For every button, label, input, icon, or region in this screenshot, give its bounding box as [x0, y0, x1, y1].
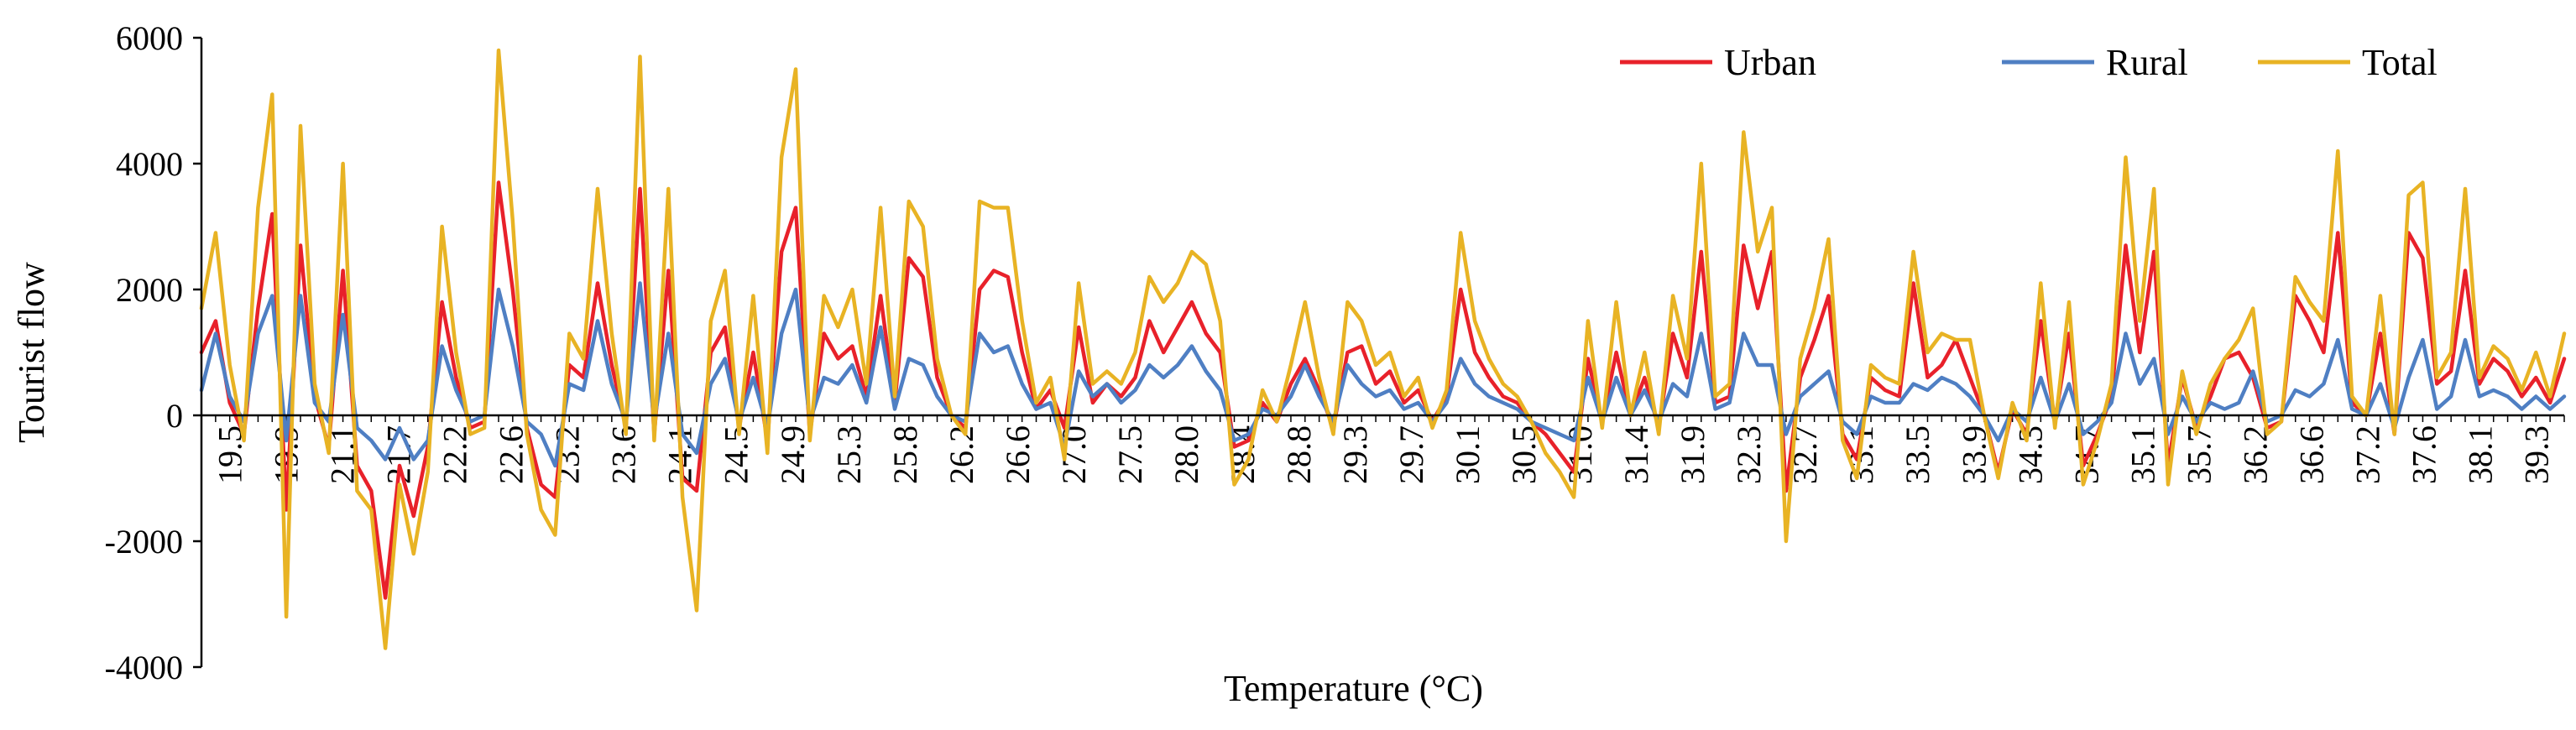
x-axis-ticks: 19.5 19.9 21.1 21.7 22.2 22.6 23.2 23.6 24.1 24.5…: [201, 415, 2565, 484]
legend: Urban Rural Total: [1620, 42, 2438, 83]
x-tick-label: 32.3: [1730, 425, 1768, 484]
y-tick-label: -4000: [105, 649, 183, 686]
x-tick-label: 26.2: [943, 425, 980, 484]
x-tick-label: 28.8: [1280, 425, 1318, 484]
legend-label-rural: Rural: [2106, 42, 2188, 83]
x-tick-label: 25.8: [886, 425, 924, 484]
y-tick-label: 2000: [116, 271, 183, 309]
x-tick-label: 30.1: [1449, 425, 1487, 484]
x-tick-label: 26.6: [999, 425, 1037, 484]
x-tick-label: 23.2: [549, 425, 587, 484]
x-tick-label: 33.9: [1955, 425, 1993, 484]
y-tick-label: -2000: [105, 523, 183, 561]
x-tick-label: 25.3: [830, 425, 868, 484]
x-tick-label: 38.1: [2461, 425, 2499, 484]
legend-label-total: Total: [2362, 42, 2438, 83]
y-tick-label: 6000: [116, 19, 183, 57]
x-tick-label: 29.3: [1336, 425, 1374, 484]
legend-label-urban: Urban: [1724, 42, 1816, 83]
x-axis-title: Temperature (°C): [1224, 668, 1483, 709]
x-tick-label: 35.1: [2124, 425, 2161, 484]
x-tick-label: 31.9: [1674, 425, 1711, 484]
x-tick-label: 29.7: [1393, 425, 1430, 484]
x-tick-label: 37.6: [2405, 425, 2443, 484]
x-tick-label: 23.6: [605, 425, 643, 484]
y-tick-label: 0: [166, 397, 183, 435]
x-tick-label: 22.2: [436, 425, 474, 484]
x-tick-label: 33.5: [1899, 425, 1936, 484]
y-tick-label: 4000: [116, 145, 183, 183]
x-tick-label: 28.0: [1168, 425, 1205, 484]
x-tick-label: 39.3: [2517, 425, 2555, 484]
x-tick-label: 36.6: [2292, 425, 2330, 484]
y-axis-ticks: -4000 -2000 0 2000 4000 6000: [105, 19, 201, 686]
x-tick-label: 27.5: [1111, 425, 1149, 484]
x-tick-label: 37.2: [2349, 425, 2386, 484]
series-line-total: [199, 48, 2567, 650]
x-tick-label: 35.7: [2180, 425, 2218, 484]
x-tick-label: 24.9: [774, 425, 812, 484]
x-tick-label: 22.6: [493, 425, 530, 484]
y-axis-title: Tourist flow: [11, 262, 52, 443]
series-lines: [199, 48, 2567, 650]
x-tick-label: 31.4: [1617, 425, 1655, 484]
x-tick-label: 24.5: [718, 425, 755, 484]
series-line-rural: [199, 281, 2567, 468]
x-tick-label: 34.3: [2011, 425, 2049, 484]
